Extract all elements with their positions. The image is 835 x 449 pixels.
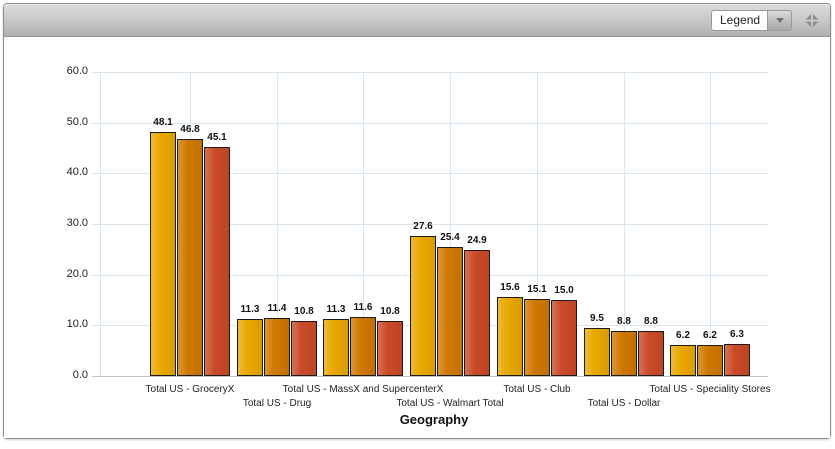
y-axis-tick-label: 50.0 <box>66 116 88 128</box>
bar-value-label: 11.6 <box>353 302 373 313</box>
bar[interactable] <box>264 318 290 376</box>
bar-value-label: 6.2 <box>676 330 690 341</box>
widget-header: Legend <box>4 4 830 37</box>
bar-value-label: 10.8 <box>380 306 400 317</box>
bar-value-label: 11.4 <box>267 303 287 314</box>
bar[interactable] <box>697 345 723 376</box>
bar-value-label: 48.1 <box>153 117 173 128</box>
bar[interactable] <box>177 139 203 376</box>
plot-area: Geography 0.0 10.0 20.0 30.0 40.0 50.0 60.0 48.… <box>4 37 830 438</box>
collapse-icon[interactable] <box>803 12 821 29</box>
bar-value-label: 11.3 <box>240 304 260 315</box>
bar-value-label: 8.8 <box>617 316 631 327</box>
gridline-horizontal <box>92 123 768 124</box>
bar[interactable] <box>323 319 349 376</box>
y-axis-tick-label: 20.0 <box>66 268 88 280</box>
bar-value-label: 46.8 <box>180 124 200 135</box>
bar[interactable] <box>584 328 610 376</box>
bar[interactable] <box>670 345 696 376</box>
bar-value-label: 15.1 <box>527 284 547 295</box>
legend-dropdown-value[interactable]: Legend <box>711 10 767 31</box>
x-axis-category-label: Total US - GroceryX <box>145 384 235 395</box>
y-axis-tick-label: 30.0 <box>66 217 88 229</box>
bar[interactable] <box>150 132 176 376</box>
bar-value-label: 8.8 <box>644 316 658 327</box>
gridline-horizontal <box>92 173 768 174</box>
bar-value-label: 10.8 <box>294 306 314 317</box>
bar-value-label: 45.1 <box>207 132 227 143</box>
gridline-horizontal <box>92 224 768 225</box>
chevron-down-icon <box>775 18 784 23</box>
bar-value-label: 15.0 <box>554 285 574 296</box>
gridline-horizontal <box>92 72 768 73</box>
bar-value-label: 25.4 <box>440 232 460 243</box>
bar[interactable] <box>204 147 230 376</box>
x-axis-title: Geography <box>399 412 469 427</box>
bar-value-label: 6.3 <box>730 329 744 340</box>
bar[interactable] <box>551 300 577 376</box>
x-axis-category-label: Total US - Speciality Stores <box>649 384 771 395</box>
bar-value-label: 6.2 <box>703 330 717 341</box>
y-axis-tick-label: 0.0 <box>72 369 88 381</box>
bar[interactable] <box>291 321 317 376</box>
y-axis-tick-label: 40.0 <box>66 166 88 178</box>
bar-value-label: 27.6 <box>413 221 433 232</box>
bar[interactable] <box>237 319 263 376</box>
x-axis-category-label: Total US - Dollar <box>587 398 661 409</box>
bar-value-label: 11.3 <box>326 304 346 315</box>
bar[interactable] <box>410 236 436 376</box>
legend-dropdown[interactable]: Legend <box>711 10 792 31</box>
chart-widget: Legend Geography 0.0 10.0 20.0 30.0 40.0 50.0… <box>3 3 831 439</box>
y-axis-tick-label: 60.0 <box>66 65 88 77</box>
y-axis-tick-label: 10.0 <box>66 318 88 330</box>
bar-value-label: 15.6 <box>500 282 520 293</box>
bar[interactable] <box>497 297 523 376</box>
x-axis-line <box>92 376 768 377</box>
bar-value-label: 9.5 <box>590 313 604 324</box>
x-axis-category-label: Total US - Club <box>503 384 571 395</box>
bar[interactable] <box>464 250 490 376</box>
x-axis-category-label: Total US - Drug <box>242 398 312 409</box>
x-axis-category-label: Total US - MassX and SupercenterX <box>282 384 444 395</box>
bar[interactable] <box>350 317 376 376</box>
legend-dropdown-arrow-button[interactable] <box>767 10 792 31</box>
bar[interactable] <box>524 299 550 376</box>
x-axis-category-label: Total US - Walmart Total <box>396 398 504 409</box>
bar[interactable] <box>611 331 637 376</box>
bar[interactable] <box>437 247 463 376</box>
bar[interactable] <box>377 321 403 376</box>
bar[interactable] <box>638 331 664 376</box>
bar-value-label: 24.9 <box>467 235 487 246</box>
bar[interactable] <box>724 344 750 376</box>
